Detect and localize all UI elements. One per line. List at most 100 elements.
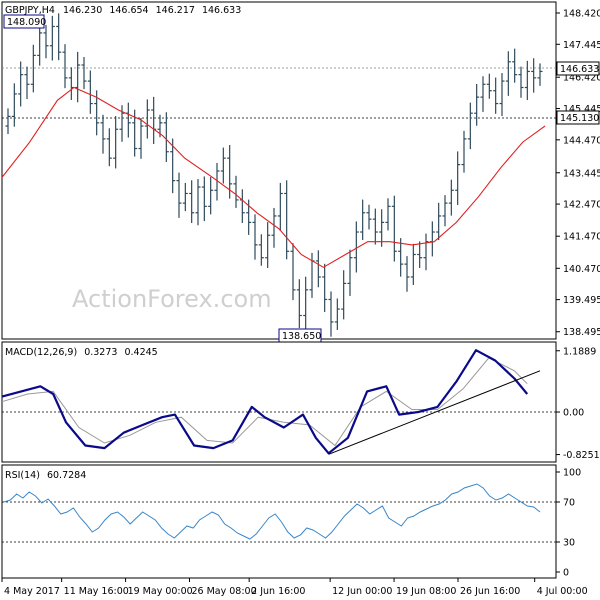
price-bar: [56, 13, 62, 61]
price-bar: [195, 179, 201, 226]
moving-average-line: [1, 86, 546, 268]
price-bar: [455, 151, 461, 206]
price-bar: [518, 66, 524, 98]
price-bar: [18, 61, 24, 107]
price-bar: [372, 208, 378, 245]
price-bar: [461, 130, 467, 173]
rsi-axis-ticks: 100 70 30 0: [556, 468, 581, 579]
price-bar: [284, 180, 290, 260]
price-bar: [239, 189, 245, 224]
price-bar: [296, 279, 302, 329]
rsi-axis-label: 70: [563, 498, 575, 509]
macd-axis-label: 0.00: [563, 408, 584, 419]
rsi-axis-label: 30: [563, 538, 575, 549]
macd-panel-frame: [1, 341, 557, 463]
price-bar: [277, 182, 283, 231]
price-axis: 148.420 147.445 146.420 145.445 144.470 143.4…: [556, 8, 600, 338]
price-axis-label: 145.445: [563, 104, 600, 115]
price-bar: [252, 214, 258, 260]
price-bar: [385, 198, 391, 231]
price-bar: [303, 276, 309, 331]
price-bar: [398, 238, 404, 277]
price-bar: [353, 221, 359, 273]
support-level-tag-box: [556, 110, 600, 125]
price-bar: [524, 60, 530, 101]
price-bar: [467, 102, 473, 150]
price-bar: [176, 172, 182, 218]
time-axis-label: 26 Jun 16:00: [460, 586, 520, 597]
time-axis-label: 12 Jun 00:00: [332, 586, 392, 597]
price-bar: [436, 202, 442, 241]
low-value: 146.217: [156, 5, 195, 16]
macd-label: MACD(12,26,9): [5, 347, 77, 358]
price-bar: [68, 67, 74, 101]
price-bar: [493, 77, 499, 114]
price-bar: [265, 222, 271, 268]
time-axis-label: 4 May 2017: [4, 586, 60, 597]
price-bar: [138, 118, 144, 159]
current-price-tag: 146.633: [556, 61, 600, 76]
price-bar: [24, 66, 30, 100]
price-bar: [531, 58, 537, 93]
price-bar: [290, 243, 296, 301]
price-bar: [423, 233, 429, 271]
price-bar: [486, 73, 492, 99]
price-axis-label: 141.470: [563, 232, 600, 243]
high-annotation-text: 148.090: [7, 17, 46, 28]
time-axis-label: 19 Jun 08:00: [396, 586, 456, 597]
price-bar: [246, 199, 252, 235]
price-bar: [208, 177, 214, 215]
price-bar: [106, 128, 112, 167]
price-axis-label: 146.420: [563, 73, 600, 84]
price-axis-label: 148.420: [563, 8, 600, 19]
price-bar: [366, 204, 372, 230]
price-bar: [81, 56, 87, 90]
macd-axis-label: -0.8251: [563, 450, 600, 461]
price-axis-ticks: 148.420 147.445 146.420 145.445 144.470 143.4…: [556, 8, 600, 338]
time-axis-label: 26 May 08:00: [192, 586, 257, 597]
support-level-tag-text: 145.130: [560, 113, 599, 124]
price-bar: [163, 112, 169, 163]
rsi-value: 60.7284: [47, 470, 86, 481]
support-level-tag: 145.130: [556, 110, 600, 125]
rsi-label: RSI(14): [5, 470, 40, 481]
price-bar: [75, 51, 81, 103]
price-bar: [442, 195, 448, 227]
high-annotation: 148.090: [3, 14, 46, 29]
price-bar: [315, 250, 321, 288]
price-bar: [429, 221, 435, 257]
price-bar: [100, 114, 106, 154]
price-bar: [87, 70, 93, 114]
price-axis-label: 138.495: [563, 327, 600, 338]
price-bar: [30, 44, 36, 93]
price-bar: [62, 44, 68, 89]
price-bar: [233, 175, 239, 208]
price-bar: [258, 234, 264, 266]
price-bars: [5, 13, 543, 337]
price-bar: [328, 291, 334, 337]
time-axis-label: 11 May 16:00: [64, 586, 129, 597]
price-panel: ActionForex.com GBPJPY,H4 146.230 146.65…: [1, 1, 557, 343]
price-bar: [410, 243, 416, 286]
rsi-panel: RSI(14) 60.7284: [1, 464, 557, 579]
rsi-title: RSI(14) 60.7284: [5, 470, 86, 481]
price-bar: [144, 99, 150, 139]
price-bar: [404, 256, 410, 292]
low-annotation-text: 138.650: [282, 331, 321, 342]
price-bar: [43, 24, 49, 59]
watermark: ActionForex.com: [72, 285, 272, 313]
price-axis-label: 143.445: [563, 168, 600, 179]
price-bar: [480, 76, 486, 112]
price-title: GBPJPY,H4 146.230 146.654 146.217 146.63…: [5, 5, 241, 16]
price-bar: [334, 298, 340, 330]
price-bar: [417, 241, 423, 268]
price-bar: [512, 48, 518, 83]
price-bar: [391, 195, 397, 262]
price-bar: [11, 83, 17, 127]
rsi-line: [3, 483, 541, 540]
macd-trendline: [328, 370, 541, 455]
price-bar: [499, 73, 505, 117]
time-axis-label: 2 Jun 16:00: [251, 586, 305, 597]
price-axis-label: 142.470: [563, 200, 600, 211]
